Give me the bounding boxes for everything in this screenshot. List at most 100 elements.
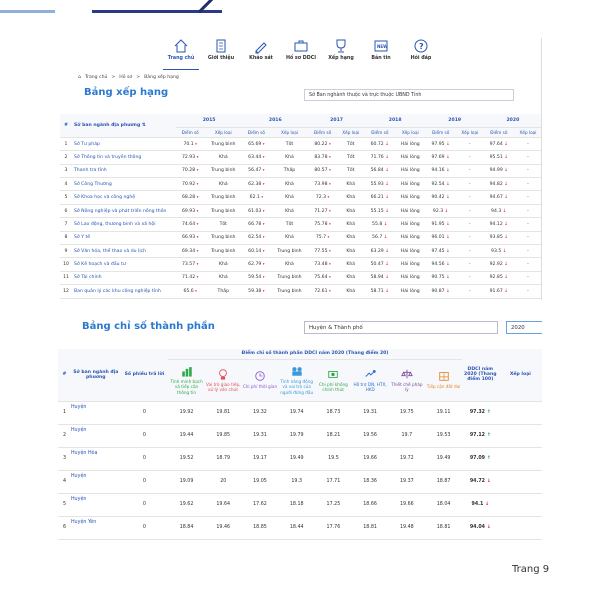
- col-rank[interactable]: Xếp loại: [498, 349, 542, 402]
- unit-name-link[interactable]: Sở Công Thương: [72, 177, 176, 192]
- col-votes[interactable]: Số phiếu trả lời: [120, 349, 169, 402]
- indicator-value: 19.44: [168, 424, 205, 448]
- table-row[interactable]: 5 Huyện 0 19.62 19.64 17.62 18.18 17.25 18.66 19.…: [58, 493, 542, 517]
- table-row[interactable]: 6 Huyện Yên 0 18.84 19.46 18.85 18.44 17.76 18.8…: [58, 516, 542, 540]
- nav-ranking[interactable]: Xếp hạng: [323, 38, 359, 70]
- col-score[interactable]: Điểm số: [425, 127, 456, 138]
- col-name[interactable]: Sở ban ngành địa phương ⇅: [72, 114, 176, 138]
- unit-name-link[interactable]: Sở Lao động, thương binh và xã hội: [72, 217, 176, 232]
- indicator-header[interactable]: Hỗ trợ DN, HTX, HKD: [351, 359, 389, 402]
- indicator-header[interactable]: Tiếp cận đất đai: [425, 359, 462, 402]
- table-row[interactable]: 4 Sở Công Thương 70.92 ▾ Khá 62.38 ▾ Khá 73.98…: [60, 177, 541, 192]
- table-row[interactable]: 7 Sở Lao động, thương binh và xã hội 74.64…: [60, 217, 541, 232]
- table-row[interactable]: 2 Sở Thông tin và truyền thông 72.93 ▾ Khá 6…: [60, 150, 541, 165]
- group-select[interactable]: Sở Ban nghành thuộc và trực thuộc UBND T…: [304, 89, 514, 101]
- indicator-label: Tính năng động và vai trò của người đứng…: [280, 379, 314, 395]
- rank-value: Khá: [285, 195, 294, 201]
- col-score[interactable]: Điểm số: [308, 127, 337, 138]
- unit-name-link[interactable]: Sở Y tế: [72, 231, 176, 246]
- news-icon: NEW: [374, 40, 388, 52]
- unit-name-link[interactable]: Sở Khoa học và công nghệ: [72, 190, 176, 205]
- unit-name-link[interactable]: Sở Thông tin và truyền thông: [72, 150, 176, 165]
- ddci-cell: 94.04 ↓: [461, 516, 499, 540]
- unit-name-link[interactable]: Sở Nông nghiệp và phát triển nông thôn: [72, 204, 176, 219]
- trend-down-icon: ↓: [385, 288, 390, 294]
- unit-name-link[interactable]: Huyện: [70, 470, 121, 494]
- nav-survey[interactable]: Khảo sát: [243, 38, 279, 70]
- table-row[interactable]: 6 Sở Nông nghiệp và phát triển nông thôn 6…: [60, 204, 541, 219]
- area-select[interactable]: Huyện & Thành phố: [304, 321, 498, 334]
- col-rank[interactable]: Xếp loại: [336, 127, 365, 138]
- nav-faq[interactable]: ? Hỏi đáp: [403, 38, 439, 70]
- unit-name-link[interactable]: Thanh tra tỉnh: [72, 164, 176, 179]
- indicator-header[interactable]: Chi phí không chính thức: [315, 359, 352, 402]
- year-select[interactable]: 2020: [506, 321, 542, 334]
- nav-about[interactable]: Giới thiệu: [203, 38, 239, 70]
- ddci-value: 94.04: [469, 525, 486, 530]
- trend-down-icon: ▾: [196, 208, 199, 213]
- col-score[interactable]: Điểm số: [364, 127, 395, 138]
- breadcrumb-home[interactable]: Trang chủ: [84, 75, 108, 80]
- score-value: 70.92: [181, 181, 196, 187]
- table-row[interactable]: 1 Sở Tư pháp 70.1 ▾ Trung bình 65.69 ▾ Tốt 80.…: [60, 137, 541, 152]
- table-row[interactable]: 3 Thanh tra tỉnh 70.28 ▾ Trung bình 56.47 ▾ T…: [60, 164, 541, 179]
- rank-cell: -: [455, 204, 484, 219]
- table-row[interactable]: 10 Sở Kế hoạch và đầu tư 73.57 ▾ Khá 62.79 ▾…: [60, 257, 541, 272]
- pen-icon: [255, 42, 267, 54]
- col-rank[interactable]: Xếp loại: [513, 127, 541, 138]
- score-cell: 93.85 ↓: [483, 231, 514, 246]
- breadcrumb-hoso[interactable]: Hồ sơ: [119, 75, 133, 80]
- unit-name-link[interactable]: Sở Kế hoạch và đầu tư: [72, 257, 176, 272]
- score-value: 56.7: [372, 235, 383, 241]
- unit-name-link[interactable]: Huyện Yên: [70, 516, 121, 540]
- indicator-header[interactable]: Vai trò giao tiếp, xử lý vấn chức: [204, 359, 242, 402]
- col-score[interactable]: Điểm số: [483, 127, 514, 138]
- col-score[interactable]: Điểm số: [176, 127, 205, 138]
- unit-name-link[interactable]: Sở Tài chính: [72, 271, 176, 286]
- table-row[interactable]: 12 Ban quản lý các khu công nghiệp tỉnh 65…: [60, 284, 541, 299]
- trend-down-icon: ▾: [329, 141, 331, 146]
- table-row[interactable]: 3 Huyện Hòa 0 19.52 18.79 19.17 19.49 19.5 19.66…: [58, 447, 542, 471]
- indicator-header[interactable]: Tính minh bạch và tiếp cận thông tin: [168, 359, 205, 402]
- table-row[interactable]: 5 Sở Khoa học và công nghệ 68.28 ▾ Trung bì…: [60, 190, 541, 205]
- nav-home[interactable]: Trang chủ: [163, 38, 199, 70]
- unit-name-link[interactable]: Ban quản lý các khu công nghiệp tỉnh: [72, 284, 176, 299]
- col-ddci[interactable]: DDCI năm 2020 (Thang điểm 100): [461, 349, 499, 402]
- unit-name-link[interactable]: Huyện Hòa: [70, 447, 121, 471]
- unit-name-link[interactable]: Huyện: [70, 493, 121, 517]
- col-rank[interactable]: Xếp loại: [455, 127, 484, 138]
- nav-news[interactable]: NEW Bản tin: [363, 38, 399, 70]
- table-row[interactable]: 8 Sở Y tế 66.93 ▾ Trung bình 62.54 ▾ Khá 75.7 …: [60, 231, 541, 246]
- trend-down-icon: ↓: [446, 221, 450, 227]
- rank-value: -: [468, 195, 471, 201]
- indicator-value: 18.81: [351, 516, 389, 540]
- table-row[interactable]: 2 Huyện 0 19.44 19.85 19.31 19.79 18.21 19.56 19.…: [58, 424, 542, 448]
- table-row[interactable]: 11 Sở Tài chính 71.42 ▾ Khá 59.54 ▾ Trung bìn…: [60, 271, 541, 286]
- unit-name-link[interactable]: Huyện: [70, 424, 121, 448]
- trend-down-icon: ↓: [446, 181, 450, 187]
- nav-ddci[interactable]: Hồ sơ DDCI: [283, 38, 319, 70]
- col-name[interactable]: Sở ban ngành địa phương: [70, 349, 121, 402]
- unit-name-link[interactable]: Sở Tư pháp: [72, 137, 176, 152]
- table-row[interactable]: 9 Sở Văn hóa, thể thao và du lịch 69.34 ▾ T…: [60, 244, 541, 259]
- row-number: 2: [60, 150, 72, 165]
- trend-down-icon: ↓: [502, 248, 507, 254]
- rank-cell: Khá: [270, 150, 309, 165]
- score-cell: 56.47 ▾: [242, 164, 271, 179]
- indicator-header[interactable]: Thiết chế pháp lý: [388, 359, 426, 402]
- col-score[interactable]: Điểm số: [242, 127, 271, 138]
- trend-down-icon: ▾: [327, 235, 330, 240]
- indicator-header[interactable]: Chi phí thời gian: [241, 359, 279, 402]
- col-rank[interactable]: Xếp loại: [204, 127, 243, 138]
- table-row[interactable]: 1 Huyện 0 19.92 19.81 19.32 19.74 18.73 19.31 19.…: [58, 401, 542, 425]
- rank-cell: -: [513, 244, 541, 259]
- unit-name-link[interactable]: Sở Văn hóa, thể thao và du lịch: [72, 244, 176, 259]
- score-cell: 72.61 ▾: [308, 284, 337, 299]
- table-row[interactable]: 4 Huyện 0 19.09 20 19.05 19.3 17.71 18.36 19.37 18…: [58, 470, 542, 494]
- indicator-header[interactable]: Tính năng động và vai trò của người đứng…: [278, 359, 316, 402]
- trend-down-icon: ▾: [196, 195, 199, 200]
- col-rank[interactable]: Xếp loại: [394, 127, 426, 138]
- unit-name-link[interactable]: Huyện: [70, 401, 121, 425]
- col-rank[interactable]: Xếp loại: [270, 127, 309, 138]
- rank-cell: Khá: [336, 204, 365, 219]
